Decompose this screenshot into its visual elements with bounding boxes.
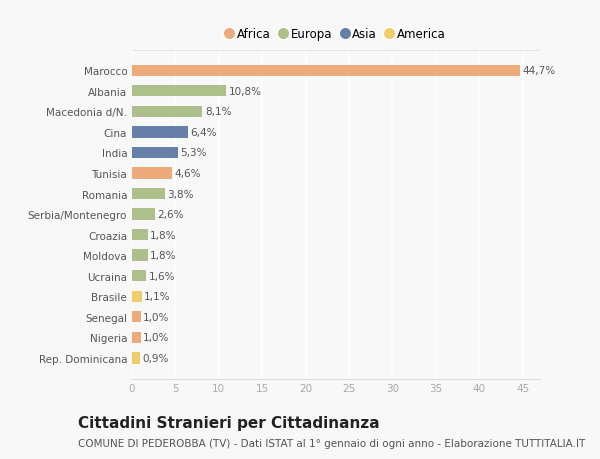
Bar: [132, 312, 140, 323]
Bar: [132, 250, 148, 261]
Bar: [132, 168, 172, 179]
Bar: [132, 332, 140, 343]
Text: 2,6%: 2,6%: [157, 210, 184, 219]
Text: 1,0%: 1,0%: [143, 333, 170, 342]
Text: 1,0%: 1,0%: [143, 312, 170, 322]
Bar: [132, 147, 178, 159]
Bar: [132, 270, 146, 282]
Text: 1,1%: 1,1%: [144, 291, 170, 302]
Text: 3,8%: 3,8%: [167, 189, 194, 199]
Bar: [132, 209, 155, 220]
Text: COMUNE DI PEDEROBBA (TV) - Dati ISTAT al 1° gennaio di ogni anno - Elaborazione : COMUNE DI PEDEROBBA (TV) - Dati ISTAT al…: [78, 438, 585, 448]
Bar: [132, 353, 140, 364]
Text: 1,8%: 1,8%: [150, 230, 177, 240]
Text: 0,9%: 0,9%: [142, 353, 169, 363]
Bar: [132, 65, 520, 77]
Legend: Africa, Europa, Asia, America: Africa, Europa, Asia, America: [221, 23, 451, 46]
Text: 1,8%: 1,8%: [150, 251, 177, 261]
Bar: [132, 189, 165, 200]
Text: 10,8%: 10,8%: [229, 87, 262, 96]
Text: 6,4%: 6,4%: [190, 128, 217, 138]
Bar: [132, 127, 188, 138]
Text: 1,6%: 1,6%: [148, 271, 175, 281]
Bar: [132, 86, 226, 97]
Bar: [132, 106, 202, 118]
Text: 8,1%: 8,1%: [205, 107, 232, 117]
Text: 44,7%: 44,7%: [523, 66, 556, 76]
Text: 5,3%: 5,3%: [181, 148, 207, 158]
Text: Cittadini Stranieri per Cittadinanza: Cittadini Stranieri per Cittadinanza: [78, 415, 380, 431]
Text: 4,6%: 4,6%: [175, 168, 201, 179]
Bar: [132, 291, 142, 302]
Bar: [132, 230, 148, 241]
